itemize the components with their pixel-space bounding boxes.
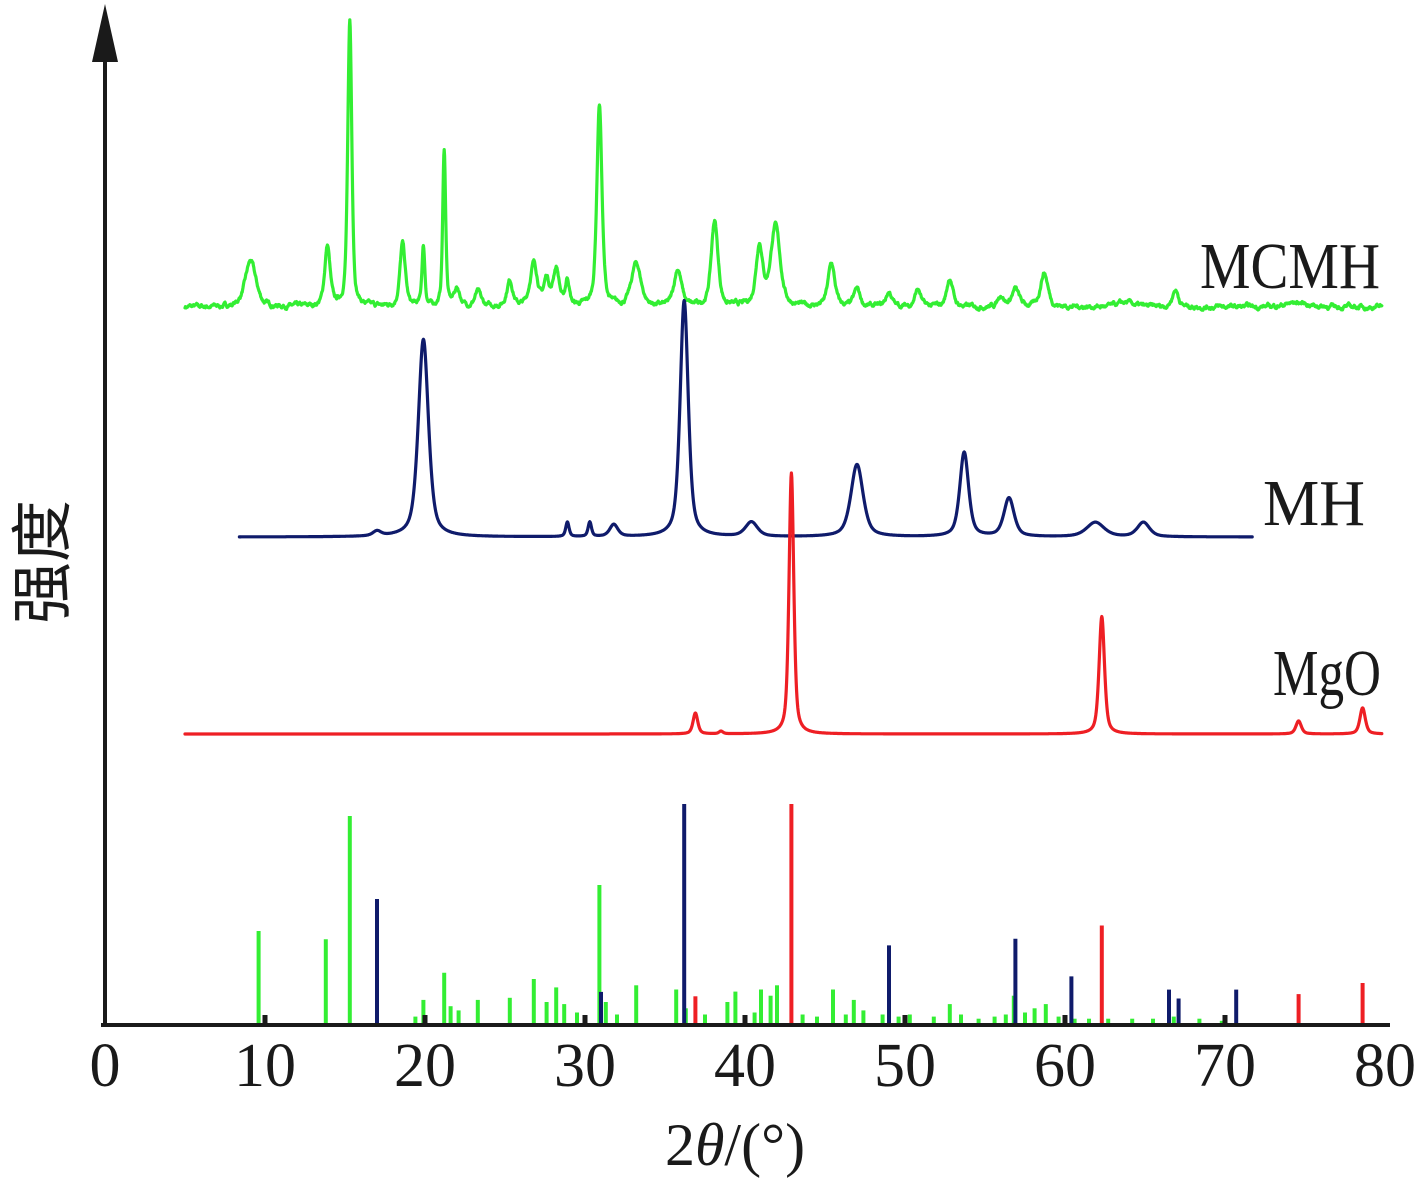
x-tick-label: 60 bbox=[1034, 1032, 1096, 1100]
series-label-mcmh: MCMH bbox=[1200, 230, 1380, 303]
x-ticks bbox=[262, 1015, 1228, 1023]
x-tick-label: 80 bbox=[1354, 1032, 1416, 1100]
x-axis-label: 2θ/(°) bbox=[665, 1112, 805, 1178]
reference-sticks bbox=[256, 804, 1365, 1023]
series-line-mcmh bbox=[183, 18, 1384, 312]
x-tick-labels: 0 10 20 30 40 50 60 70 80 bbox=[90, 1032, 1417, 1100]
x-tick-label: 10 bbox=[234, 1032, 296, 1100]
series-line-mgo bbox=[183, 471, 1384, 736]
x-tick-label: 30 bbox=[554, 1032, 616, 1100]
series-line-mh bbox=[237, 298, 1254, 539]
y-axis-arrow bbox=[92, 4, 118, 62]
x-tick-label: 50 bbox=[874, 1032, 936, 1100]
series-label-mgo: MgO bbox=[1273, 637, 1381, 710]
x-tick-label: 20 bbox=[394, 1032, 456, 1100]
diffraction-curves bbox=[183, 18, 1384, 736]
x-tick-label: 70 bbox=[1194, 1032, 1256, 1100]
y-axis-label: 强度 bbox=[10, 500, 78, 624]
series-label-mh: MH bbox=[1263, 467, 1365, 540]
x-tick-label: 40 bbox=[714, 1032, 776, 1100]
series-labels: MCMH MH MgO bbox=[1200, 230, 1381, 710]
x-tick-label: 0 bbox=[90, 1032, 121, 1100]
